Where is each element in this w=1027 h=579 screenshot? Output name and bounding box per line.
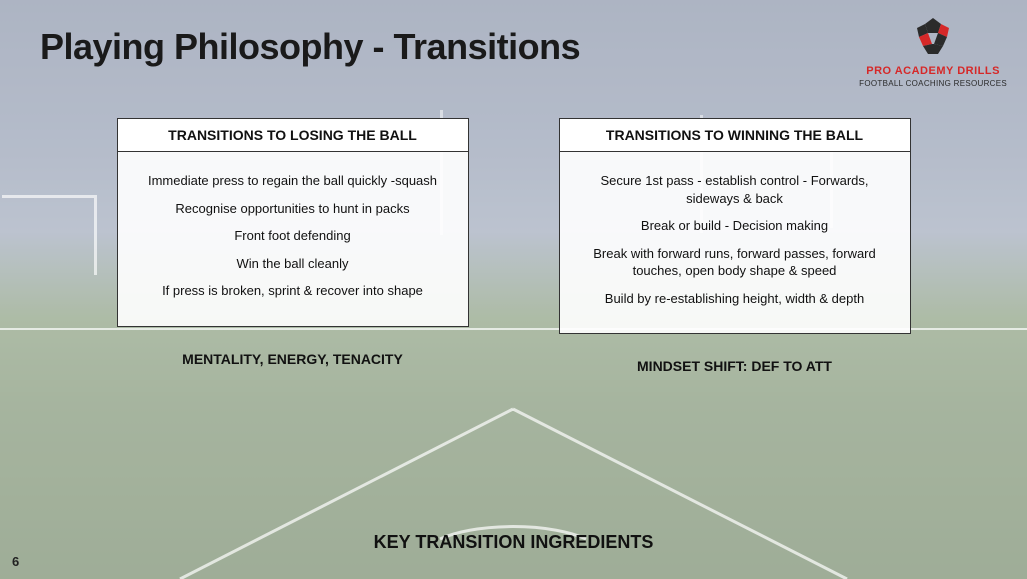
- panel-item: Front foot defending: [132, 227, 454, 245]
- panel-body: Immediate press to regain the ball quick…: [118, 152, 468, 326]
- panel-winning-ball: TRANSITIONS TO WINNING THE BALL Secure 1…: [559, 118, 911, 334]
- panel-item: Break with forward runs, forward passes,…: [574, 245, 896, 280]
- panels-row: TRANSITIONS TO LOSING THE BALL Immediate…: [0, 118, 1027, 374]
- page-title: Playing Philosophy - Transitions: [40, 26, 580, 68]
- panel-header: TRANSITIONS TO LOSING THE BALL: [118, 119, 468, 152]
- brand-name: PRO ACADEMY DRILLS: [859, 65, 1007, 77]
- panel-item: Immediate press to regain the ball quick…: [132, 172, 454, 190]
- page-number: 6: [12, 554, 19, 569]
- panel-left-wrap: TRANSITIONS TO LOSING THE BALL Immediate…: [117, 118, 469, 374]
- panel-losing-ball: TRANSITIONS TO LOSING THE BALL Immediate…: [117, 118, 469, 327]
- slide-content: Playing Philosophy - Transitions PRO ACA…: [0, 0, 1027, 579]
- panel-item: Break or build - Decision making: [574, 217, 896, 235]
- panel-body: Secure 1st pass - establish control - Fo…: [560, 152, 910, 333]
- panel-item: Win the ball cleanly: [132, 255, 454, 273]
- panel-header: TRANSITIONS TO WINNING THE BALL: [560, 119, 910, 152]
- panel-item: Build by re-establishing height, width &…: [574, 290, 896, 308]
- brand-logo: PRO ACADEMY DRILLS FOOTBALL COACHING RES…: [859, 14, 1007, 88]
- panel-right-wrap: TRANSITIONS TO WINNING THE BALL Secure 1…: [559, 118, 911, 374]
- panel-footer: MINDSET SHIFT: DEF TO ATT: [559, 358, 911, 374]
- panel-item: If press is broken, sprint & recover int…: [132, 282, 454, 300]
- panel-item: Recognise opportunities to hunt in packs: [132, 200, 454, 218]
- section-title: KEY TRANSITION INGREDIENTS: [0, 532, 1027, 553]
- panel-item: Secure 1st pass - establish control - Fo…: [574, 172, 896, 207]
- soccer-ball-icon: [911, 14, 955, 58]
- brand-subtitle: FOOTBALL COACHING RESOURCES: [859, 79, 1007, 88]
- panel-footer: MENTALITY, ENERGY, TENACITY: [117, 351, 469, 367]
